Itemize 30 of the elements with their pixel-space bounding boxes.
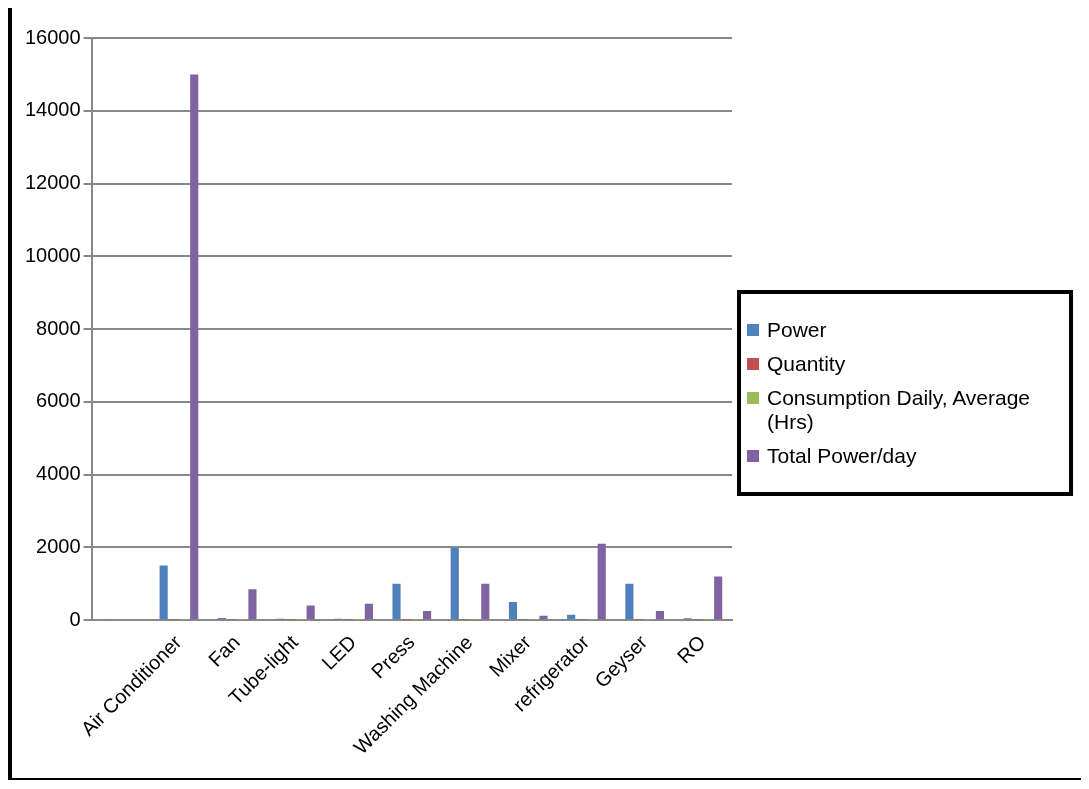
bar bbox=[364, 603, 373, 620]
y-tick-label: 6000 bbox=[36, 389, 81, 412]
y-tick-label: 16000 bbox=[24, 25, 81, 48]
bar bbox=[625, 583, 634, 620]
legend-label: Quantity bbox=[767, 352, 846, 376]
bar bbox=[597, 543, 606, 620]
y-tick-label: 10000 bbox=[24, 243, 81, 266]
bar bbox=[450, 547, 459, 620]
y-tick-label: 2000 bbox=[36, 534, 81, 557]
bar bbox=[306, 605, 315, 620]
y-tick-label: 0 bbox=[69, 607, 81, 630]
bar bbox=[481, 583, 490, 620]
y-tick-label: 14000 bbox=[24, 98, 81, 121]
legend-label: Consumption Daily, Average (Hrs) bbox=[767, 386, 1032, 434]
bar bbox=[392, 583, 401, 620]
bar bbox=[159, 565, 168, 620]
bar bbox=[190, 74, 199, 620]
legend-label: Total Power/day bbox=[767, 444, 917, 468]
y-tick-label: 12000 bbox=[24, 171, 81, 194]
y-tick-label: 4000 bbox=[36, 462, 81, 485]
x-tick-label: RO bbox=[672, 630, 710, 668]
bar bbox=[539, 615, 548, 620]
x-tick-label: LED bbox=[317, 630, 361, 674]
y-tick-label: 8000 bbox=[36, 316, 81, 339]
bar bbox=[714, 576, 723, 620]
legend-label: Power bbox=[767, 318, 827, 342]
bar bbox=[508, 601, 518, 620]
bar bbox=[655, 611, 665, 620]
bar bbox=[248, 589, 257, 620]
bar bbox=[423, 611, 432, 620]
